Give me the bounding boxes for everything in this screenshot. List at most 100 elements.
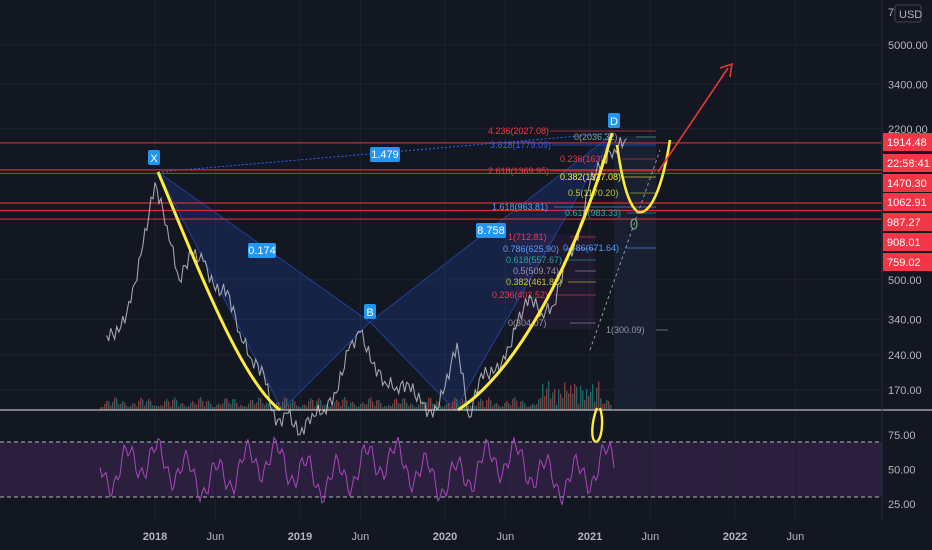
volume-bar: [440, 405, 442, 410]
volume-bar: [494, 403, 496, 410]
volume-bar: [542, 384, 544, 410]
volume-bar: [262, 403, 264, 410]
volume-bar: [456, 399, 458, 410]
volume-bar: [226, 398, 228, 410]
y-tick-partial: 7: [888, 7, 894, 19]
projection-dashed-line: [589, 149, 661, 351]
volume-bar: [354, 404, 356, 410]
volume-bar: [562, 397, 564, 410]
point-label-B: B: [366, 307, 373, 319]
y-tick-label: 5000.00: [888, 40, 928, 52]
volume-bar: [584, 400, 586, 410]
ratio-box: [248, 243, 276, 258]
volume-bar: [174, 397, 176, 410]
x-tick-label: 2022: [723, 531, 747, 543]
volume-bar: [508, 402, 510, 410]
volume-bar: [580, 385, 582, 410]
rsi-axis[interactable]: 75.00 50.00 25.00: [888, 430, 916, 511]
volume-bar: [502, 406, 504, 410]
volume-bar: [178, 406, 180, 410]
projection-zone: [614, 136, 656, 410]
volume-bar: [196, 404, 198, 410]
volume-bar: [222, 403, 224, 410]
time-axis[interactable]: 2018 Jun 2019 Jun 2020 Jun 2021 Jun 2022 Jun: [143, 531, 805, 543]
fib-lower-label: 0.236(402.52): [492, 290, 548, 300]
currency-badge[interactable]: [894, 4, 922, 23]
volume-bar: [334, 401, 336, 410]
volume-bar: [336, 399, 338, 410]
volume-bar: [296, 405, 298, 410]
price-tag-box: [883, 253, 932, 271]
fib-lower-label: 0.786(671.64): [563, 243, 619, 253]
volume-bar: [442, 406, 444, 410]
fib-upper-label: 2.618(1369.95): [488, 166, 549, 176]
volume-bar: [452, 401, 454, 410]
volume-bar: [358, 406, 360, 410]
volume-bar: [244, 405, 246, 410]
volume-bar: [202, 401, 204, 410]
volume-bar: [356, 406, 358, 410]
volume-bar: [382, 406, 384, 410]
volume-bar: [544, 396, 546, 410]
fib-upper-label: 0(2036.32): [574, 132, 618, 142]
volume-bar: [230, 404, 232, 410]
volume-bar: [308, 401, 310, 410]
cup-curve-left: [156, 171, 281, 412]
volume-bar: [328, 406, 330, 410]
price-tag-label: 1062.91: [887, 197, 927, 209]
volume-bar: [192, 400, 194, 410]
volume-bar: [418, 404, 420, 410]
x-tick-label: Jun: [787, 531, 805, 543]
price-tag-label: 1914.48: [887, 137, 927, 149]
price-tag-label: 908.01: [887, 237, 921, 249]
volume-bar: [554, 388, 556, 410]
volume-bar: [344, 397, 346, 410]
volume-bar: [506, 400, 508, 410]
volume-bar: [540, 397, 542, 410]
volume-bar: [162, 405, 164, 410]
volume-bar: [282, 401, 284, 410]
volume-bar: [520, 401, 522, 410]
volume-bar: [168, 401, 170, 410]
volume-bar: [224, 398, 226, 410]
volume-bar: [158, 406, 160, 410]
fib-lower-label: 0.5(509.74): [513, 266, 559, 276]
fib-upper-label: 1.618(963.81): [492, 202, 548, 212]
volume-bar: [260, 398, 262, 410]
volume-bar: [490, 400, 492, 410]
volume-bar: [284, 397, 286, 410]
rsi-band: [0, 442, 882, 497]
volume-bar: [232, 399, 234, 410]
volume-bar: [572, 393, 574, 410]
volume-bar: [366, 404, 368, 410]
volume-bar: [342, 399, 344, 410]
volume-bar: [350, 402, 352, 410]
volume-bar: [166, 398, 168, 410]
volume-bar: [422, 400, 424, 410]
volume-bar: [292, 399, 294, 410]
fib-lower-label: 1(300.09): [606, 325, 645, 335]
volume-bar: [142, 399, 144, 410]
price-tag-box: [883, 213, 932, 231]
volume-bar: [602, 404, 604, 410]
y-tick-label: 170.00: [888, 385, 922, 397]
volume-bar: [236, 402, 238, 410]
volume-bar: [152, 405, 154, 410]
volume-bar: [446, 403, 448, 410]
volume-bar: [246, 406, 248, 410]
volume-bar: [578, 404, 580, 410]
volume-bar: [306, 406, 308, 410]
volume-bar: [524, 403, 526, 410]
volume-bar: [430, 398, 432, 410]
volume-bar: [374, 405, 376, 410]
price-tag-label: 759.02: [887, 257, 921, 269]
volume-bar: [318, 397, 320, 410]
price-tag-label: 22:58:41: [887, 158, 930, 170]
volume-bar: [210, 403, 212, 410]
volume-bar: [184, 405, 186, 410]
price-axis[interactable]: 5000.00 3400.00 2200.00 500.00 340.00 240.00 1…: [888, 40, 928, 397]
volume-bar: [484, 406, 486, 410]
volume-bar: [388, 404, 390, 410]
volume-bar: [250, 399, 252, 410]
